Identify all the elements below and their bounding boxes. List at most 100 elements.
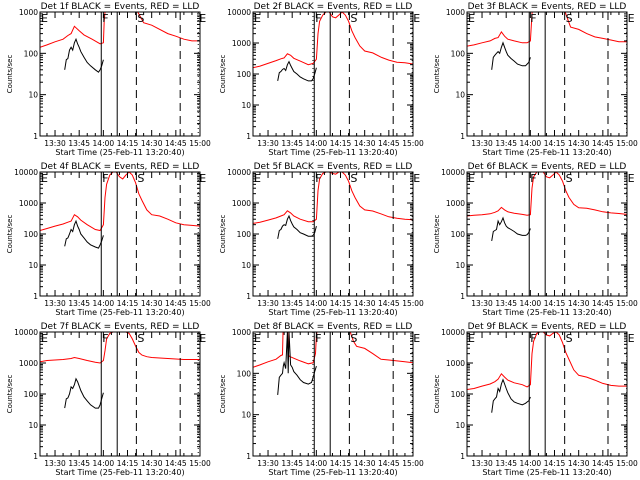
series-line-lld (40, 172, 200, 232)
series-line-lld (253, 172, 413, 224)
marker-s: S (350, 172, 357, 185)
y-tick-label: 1000 (446, 8, 465, 17)
y-tick-label: 10000 (14, 328, 38, 337)
chart-title: Det 1f BLACK = Events, RED = LLD (41, 2, 200, 12)
marker-s: S (137, 12, 144, 25)
x-tick-label: 15:00 (616, 139, 638, 148)
x-tick-label: 14:15 (544, 299, 566, 308)
x-tick-label: 13:30 (257, 459, 279, 468)
marker-e-end: E (628, 12, 635, 25)
x-tick-label: 14:00 (520, 459, 542, 468)
x-tick-label: 14:15 (330, 299, 352, 308)
y-tick-label: 100 (24, 49, 39, 58)
x-tick-label: 13:45 (281, 299, 303, 308)
x-tick-label: 15:00 (402, 299, 424, 308)
series-group (253, 12, 413, 136)
y-tick-label: 10000 (227, 8, 251, 17)
y-tick-label: 1 (33, 132, 38, 141)
x-tick-label: 14:30 (141, 459, 163, 468)
marker-f: F (102, 12, 108, 25)
series-group (40, 172, 200, 296)
x-tick-label: 14:45 (165, 299, 187, 308)
y-axis-label: Counts/sec (6, 215, 14, 254)
marker-f: F (315, 172, 321, 185)
x-tick-label: 14:00 (520, 139, 542, 148)
plot-frame (39, 171, 201, 297)
x-tick-label: 15:00 (616, 299, 638, 308)
series-line-events (491, 41, 531, 70)
y-axis-label: Counts/sec (6, 375, 14, 414)
marker-e-end: E (199, 332, 206, 345)
x-tick-label: 14:45 (592, 299, 614, 308)
series-line-events (64, 219, 104, 249)
marker-e-start: E (254, 172, 261, 185)
marker-f: F (530, 332, 536, 345)
chart-title: Det 7f BLACK = Events, RED = LLD (41, 322, 200, 332)
chart-title: Det 2f BLACK = Events, RED = LLD (254, 2, 413, 12)
y-tick-label: 100 (451, 230, 466, 239)
x-tick-label: 14:15 (544, 459, 566, 468)
marker-e-end: E (199, 12, 206, 25)
y-tick-label: 1000 (232, 199, 251, 208)
marker-e-end: E (628, 332, 635, 345)
x-tick-label: 14:00 (520, 299, 542, 308)
marker-f: F (102, 332, 108, 345)
marker-e-start: E (468, 332, 475, 345)
y-axis-label: Counts/sec (219, 375, 227, 414)
series-line-lld (40, 332, 200, 364)
series-line-lld (253, 332, 413, 368)
x-tick-label: 14:45 (378, 139, 400, 148)
plot-frame (39, 331, 201, 457)
x-tick-label: 14:15 (117, 299, 139, 308)
marker-e-start: E (254, 12, 261, 25)
y-tick-label: 100 (237, 70, 252, 79)
y-tick-label: 10000 (14, 168, 38, 177)
x-axis-label: Start Time (25-Feb-11 13:20:40) (482, 468, 611, 477)
x-tick-label: 14:45 (592, 459, 614, 468)
marker-e-end: E (413, 12, 420, 25)
x-tick-label: 14:00 (306, 299, 328, 308)
x-tick-label: 13:45 (281, 459, 303, 468)
x-tick-label: 14:30 (354, 139, 376, 148)
marker-s: S (350, 332, 357, 345)
x-tick-label: 14:30 (568, 459, 590, 468)
x-tick-label: 13:45 (495, 299, 517, 308)
series-line-events (491, 216, 531, 241)
series-group (253, 332, 413, 456)
x-tick-label: 14:45 (165, 139, 187, 148)
marker-e-start: E (468, 172, 475, 185)
x-tick-label: 14:30 (141, 299, 163, 308)
series-line-lld (253, 12, 413, 69)
series-line-events (277, 332, 317, 395)
chart-title: Det 3f BLACK = Events, RED = LLD (468, 2, 627, 12)
y-tick-label: 10000 (441, 328, 465, 337)
x-tick-label: 13:30 (257, 139, 279, 148)
plot-frame (39, 11, 201, 137)
x-tick-label: 13:45 (281, 139, 303, 148)
y-axis-label: Counts/sec (219, 215, 227, 254)
y-tick-label: 100 (24, 230, 39, 239)
marker-e-end: E (413, 332, 420, 345)
y-tick-label: 10 (455, 261, 465, 270)
series-line-lld (467, 172, 627, 217)
chart-title: Det 6f BLACK = Events, RED = LLD (468, 162, 627, 172)
marker-s: S (137, 172, 144, 185)
x-tick-label: 14:15 (117, 459, 139, 468)
x-tick-label: 13:45 (495, 139, 517, 148)
y-tick-label: 1 (460, 292, 465, 301)
y-tick-label: 1 (33, 292, 38, 301)
x-tick-label: 15:00 (189, 459, 211, 468)
marker-e-start: E (41, 12, 48, 25)
y-tick-label: 1000 (232, 328, 251, 337)
y-axis-label: Counts/sec (433, 55, 441, 94)
marker-f: F (530, 172, 536, 185)
marker-e-start: E (254, 332, 261, 345)
x-tick-label: 14:00 (306, 139, 328, 148)
series-line-events (277, 60, 317, 82)
x-tick-label: 13:45 (68, 299, 90, 308)
y-tick-label: 1 (460, 132, 465, 141)
